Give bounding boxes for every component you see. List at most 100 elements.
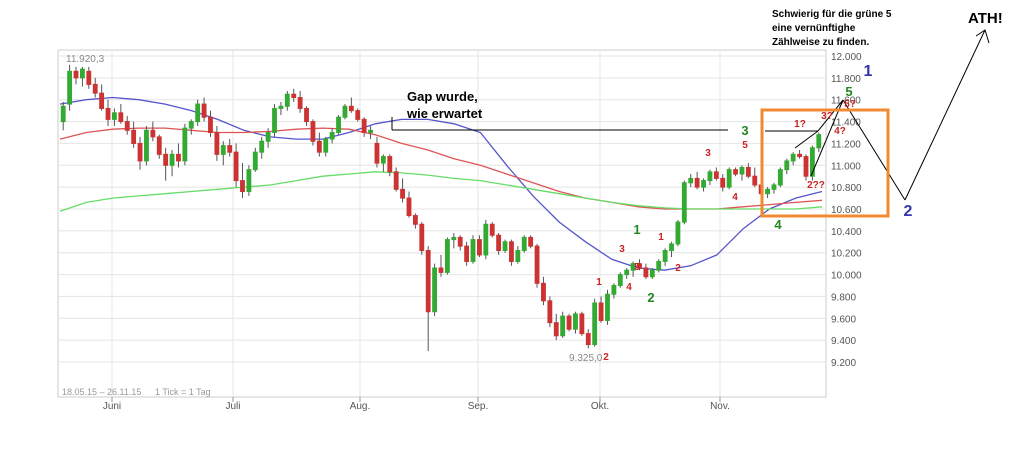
wave-label: 2 bbox=[675, 263, 681, 274]
y-tick-label: 10.800 bbox=[831, 183, 862, 194]
candle-body bbox=[624, 269, 630, 276]
note-line-3: Zählweise zu finden. bbox=[772, 37, 869, 48]
wave-label: 2 bbox=[603, 352, 609, 363]
candle-body bbox=[67, 70, 73, 105]
candle-body bbox=[809, 147, 815, 177]
candle-body bbox=[342, 105, 348, 118]
y-tick-label: 9.600 bbox=[831, 314, 856, 325]
gap-annotation-line1: Gap wurde, bbox=[407, 89, 478, 104]
candle-body bbox=[86, 70, 92, 85]
wave-label: 1 bbox=[658, 232, 664, 243]
candle-body bbox=[771, 184, 777, 190]
candle-body bbox=[329, 132, 335, 140]
candle-body bbox=[579, 313, 585, 335]
candle-body bbox=[323, 138, 329, 153]
candle-body bbox=[73, 70, 79, 79]
y-tick-label: 11.800 bbox=[831, 74, 861, 85]
wave-line-3 bbox=[810, 99, 844, 177]
candle-body bbox=[521, 236, 527, 252]
candle-body bbox=[252, 151, 258, 171]
candle-body bbox=[438, 267, 444, 273]
candle-body bbox=[272, 107, 277, 134]
candle-body bbox=[188, 121, 194, 129]
y-tick-label: 10.200 bbox=[831, 249, 862, 260]
candle-body bbox=[649, 269, 655, 278]
candle-body bbox=[387, 156, 393, 173]
candle-body bbox=[688, 177, 694, 184]
candle-body bbox=[278, 105, 284, 109]
wave-label: 4 bbox=[626, 282, 632, 293]
candle-body bbox=[509, 241, 514, 262]
candle-body bbox=[784, 160, 790, 171]
candle-body bbox=[457, 236, 463, 247]
x-tick-label: Okt. bbox=[591, 401, 609, 412]
moving-average-line bbox=[59, 171, 823, 212]
candle-body bbox=[483, 223, 489, 256]
candle-body bbox=[316, 140, 322, 153]
footer-label: 1 Tick = 1 Tag bbox=[155, 387, 211, 397]
y-tick-label: 12.000 bbox=[831, 52, 862, 63]
candle-body bbox=[777, 169, 783, 186]
wave-label: 2?? bbox=[807, 180, 825, 191]
candle-body bbox=[713, 171, 719, 179]
candle-body bbox=[60, 105, 66, 123]
wave-label: 5 bbox=[634, 262, 640, 273]
period-label: 18.05.15 – 26.11.15 bbox=[62, 387, 141, 397]
candle-body bbox=[752, 175, 758, 186]
wave-label: 3? bbox=[821, 111, 833, 122]
candle-body bbox=[573, 313, 578, 330]
wave-label: 5 bbox=[845, 84, 852, 99]
candle-body bbox=[515, 250, 521, 262]
candle-body bbox=[201, 103, 207, 118]
candle-body bbox=[547, 300, 553, 324]
candle-body bbox=[291, 93, 297, 99]
candle-body bbox=[240, 180, 245, 193]
x-axis: Juni Juli Aug. Sep. Okt. Nov. bbox=[103, 397, 730, 412]
x-tick-label: Juni bbox=[103, 401, 121, 412]
candle-body bbox=[92, 83, 98, 94]
candle-body bbox=[419, 223, 425, 252]
candle-body bbox=[393, 171, 399, 190]
candle-body bbox=[144, 129, 149, 162]
arrow-head bbox=[975, 29, 990, 44]
candle-body bbox=[553, 322, 559, 337]
candle-body bbox=[656, 260, 662, 271]
wave-label: 2 bbox=[904, 203, 913, 220]
y-tick-label: 9.400 bbox=[831, 336, 856, 347]
y-tick-label: 11.400 bbox=[831, 118, 861, 129]
x-tick-label: Juli bbox=[225, 401, 240, 412]
x-tick-label: Nov. bbox=[710, 401, 730, 412]
plot-area bbox=[57, 49, 827, 398]
candle-body bbox=[502, 241, 508, 252]
high-label: 11.920,3 bbox=[66, 54, 105, 65]
wave-line-1 bbox=[794, 130, 819, 149]
candle-body bbox=[496, 234, 502, 252]
candle-body bbox=[99, 92, 105, 109]
candle-body bbox=[105, 107, 111, 120]
candle-body bbox=[675, 221, 681, 245]
y-axis: 12.000 11.800 11.600 11.400 11.200 11.000 10.8… bbox=[831, 52, 862, 369]
candle-body bbox=[304, 107, 309, 123]
candle-body bbox=[611, 285, 617, 295]
candle-body bbox=[355, 110, 361, 120]
candle-body bbox=[745, 166, 751, 177]
candle-body bbox=[534, 245, 540, 284]
wave-label: 3 bbox=[619, 244, 625, 255]
x-tick-label: Sep. bbox=[468, 401, 489, 412]
candle-body bbox=[118, 112, 124, 123]
candle-body bbox=[797, 153, 803, 158]
candle-body bbox=[790, 153, 796, 162]
candle-body bbox=[585, 333, 591, 346]
candle-body bbox=[726, 169, 732, 188]
note-line-1: Schwierig für die grüne 5 bbox=[772, 9, 892, 20]
candle-body bbox=[182, 127, 188, 162]
wave-label: 4 bbox=[732, 192, 738, 203]
candle-body bbox=[265, 132, 271, 142]
candle-body bbox=[669, 243, 674, 252]
y-tick-label: 11.200 bbox=[831, 139, 861, 150]
projection-down bbox=[842, 99, 906, 201]
candle-body bbox=[156, 136, 162, 155]
note-line-2: eine vernünftighe bbox=[772, 23, 856, 34]
